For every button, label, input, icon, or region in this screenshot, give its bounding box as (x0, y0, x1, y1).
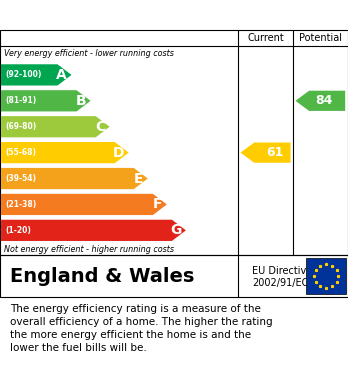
Polygon shape (1, 64, 72, 86)
Polygon shape (1, 116, 110, 137)
Text: (55-68): (55-68) (5, 148, 36, 157)
Text: The energy efficiency rating is a measure of the
overall efficiency of a home. T: The energy efficiency rating is a measur… (10, 303, 273, 353)
Text: Current: Current (247, 33, 284, 43)
Text: D: D (113, 145, 125, 160)
Text: E: E (133, 172, 143, 186)
Text: Not energy efficient - higher running costs: Not energy efficient - higher running co… (4, 245, 174, 254)
Text: G: G (171, 223, 182, 237)
Polygon shape (295, 91, 345, 111)
Bar (306, 258, 346, 294)
Text: (39-54): (39-54) (5, 174, 36, 183)
Text: (1-20): (1-20) (5, 226, 31, 235)
Text: 84: 84 (316, 94, 333, 107)
Text: Energy Efficiency Rating: Energy Efficiency Rating (10, 7, 232, 23)
Text: England & Wales: England & Wales (10, 267, 195, 285)
Text: C: C (95, 120, 105, 134)
Polygon shape (1, 194, 167, 215)
Text: (92-100): (92-100) (5, 70, 42, 79)
Text: A: A (56, 68, 67, 82)
Text: B: B (76, 94, 86, 108)
Polygon shape (1, 168, 148, 189)
Text: Potential: Potential (299, 33, 342, 43)
Text: 2002/91/EC: 2002/91/EC (252, 278, 309, 288)
Text: 61: 61 (266, 146, 283, 159)
Polygon shape (240, 143, 291, 163)
Polygon shape (1, 142, 129, 163)
Polygon shape (1, 220, 186, 241)
Text: F: F (152, 197, 162, 212)
Text: (21-38): (21-38) (5, 200, 37, 209)
Text: EU Directive: EU Directive (252, 266, 313, 276)
Text: (81-91): (81-91) (5, 96, 37, 105)
Text: (69-80): (69-80) (5, 122, 37, 131)
Polygon shape (1, 90, 90, 111)
Text: Very energy efficient - lower running costs: Very energy efficient - lower running co… (4, 49, 174, 58)
